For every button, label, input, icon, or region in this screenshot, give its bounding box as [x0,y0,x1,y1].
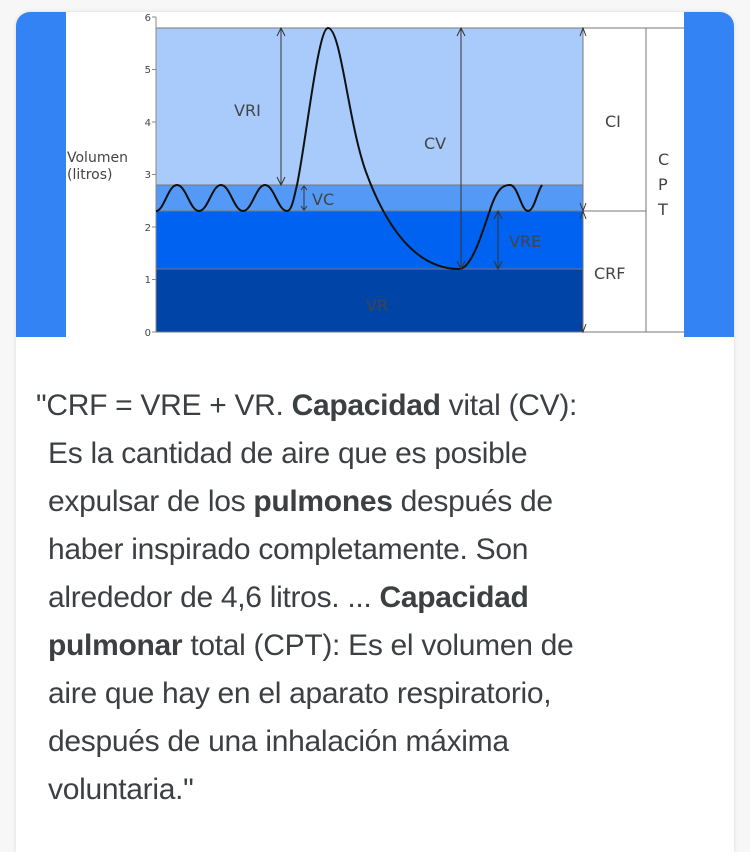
y-axis-label-line1: Volumen [67,150,128,166]
lung-volumes-diagram: 0 1 2 3 4 5 6 Volumen (litros) [66,12,684,337]
label-vr: VR [366,296,388,315]
y-tick-5: 5 [145,65,151,76]
y-tick-6: 6 [145,13,151,24]
y-tick-1: 1 [145,275,151,286]
snippet-line: "CRF = VRE + VR. Capacidad vital (CV): [36,389,578,422]
label-vc: VC [312,190,334,209]
snippet-line: Es la cantidad de aire que es posible [48,437,528,470]
result-card[interactable]: 0 1 2 3 4 5 6 Volumen (litros) [16,12,734,852]
label-vre: VRE [509,232,541,251]
y-axis-label-line2: (litros) [67,167,113,183]
label-cpt-c: C [658,150,669,169]
snippet-line: alrededor de 4,6 litros. ... Capacidad [48,581,529,614]
breathing-curve [155,26,543,271]
snippet-line: pulmonar total (CPT): Es el volumen de [48,629,574,662]
label-crf: CRF [594,264,626,283]
label-vri: VRI [234,101,261,120]
snippet-line: voluntaria." [48,773,194,806]
label-cv: CV [424,134,446,153]
snippet-text: "CRF = VRE + VR. Capacidad vital (CV): E… [36,382,706,814]
y-tick-2: 2 [145,223,151,234]
diagram-image-frame[interactable]: 0 1 2 3 4 5 6 Volumen (litros) [16,12,734,337]
label-ci: CI [605,112,621,131]
spirometry-chart: 0 1 2 3 4 5 6 Volumen (litros) [67,13,684,337]
snippet-line: después de una inhalación máxima [48,725,509,758]
label-cpt-p: P [658,175,668,194]
y-tick-0: 0 [145,328,151,337]
snippet-line: haber inspirado completamente. Son [48,533,529,566]
snippet-line: expulsar de los pulmones después de [48,485,553,518]
y-tick-3: 3 [145,170,151,181]
snippet-line: aire que hay en el aparato respiratorio, [48,677,552,710]
label-cpt-t: T [657,200,668,219]
y-tick-4: 4 [145,118,151,129]
